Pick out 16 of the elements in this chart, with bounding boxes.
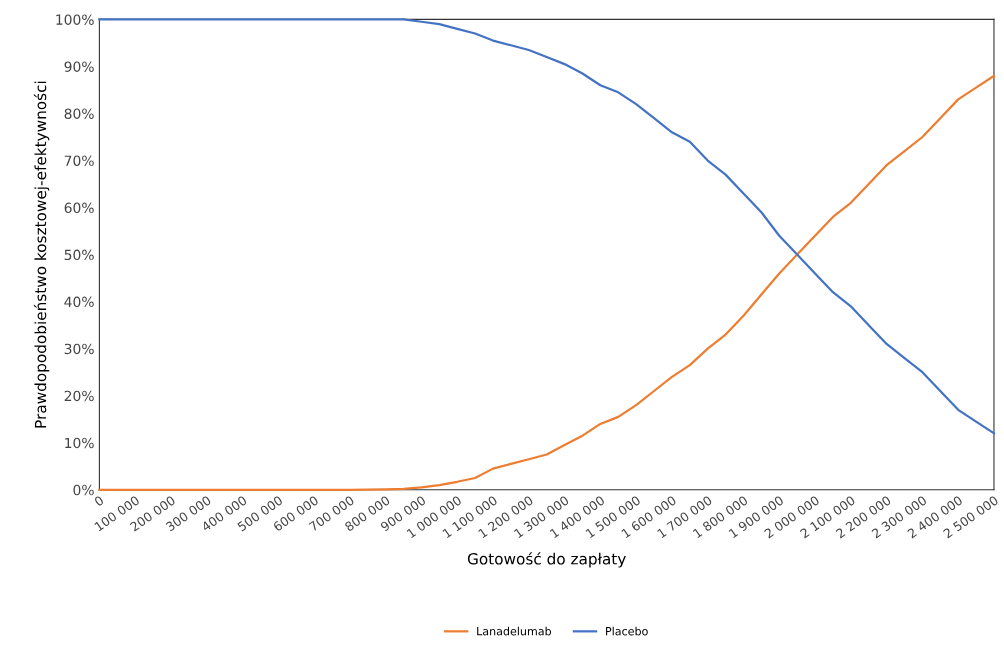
y-tick-label: 80% <box>64 108 94 119</box>
y-axis-title: Prawdopodobieństwo kosztowej-efektywności <box>33 81 50 428</box>
legend-label: Lanadelumab <box>477 626 552 636</box>
x-tick-label: 0 <box>93 495 105 507</box>
y-tick-label: 0% <box>73 484 94 496</box>
y-tick-label: 40% <box>64 296 94 308</box>
y-tick-label: 50% <box>64 249 94 261</box>
y-tick-label: 20% <box>64 390 94 402</box>
y-tick-label: 100% <box>56 14 94 25</box>
legend-label: Placebo <box>606 626 648 636</box>
y-tick-label: 10% <box>65 437 94 449</box>
y-tick-label: 90% <box>64 61 94 72</box>
y-tick-label: 70% <box>64 155 94 166</box>
y-tick-label: 60% <box>64 202 94 214</box>
x-axis-title: Gotowość do zapłaty <box>467 552 626 568</box>
y-tick-label: 30% <box>64 343 94 355</box>
